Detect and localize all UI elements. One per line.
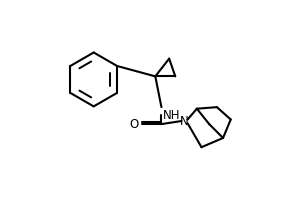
Text: O: O — [129, 118, 138, 131]
Text: NH: NH — [163, 109, 181, 122]
Text: N: N — [180, 115, 189, 128]
